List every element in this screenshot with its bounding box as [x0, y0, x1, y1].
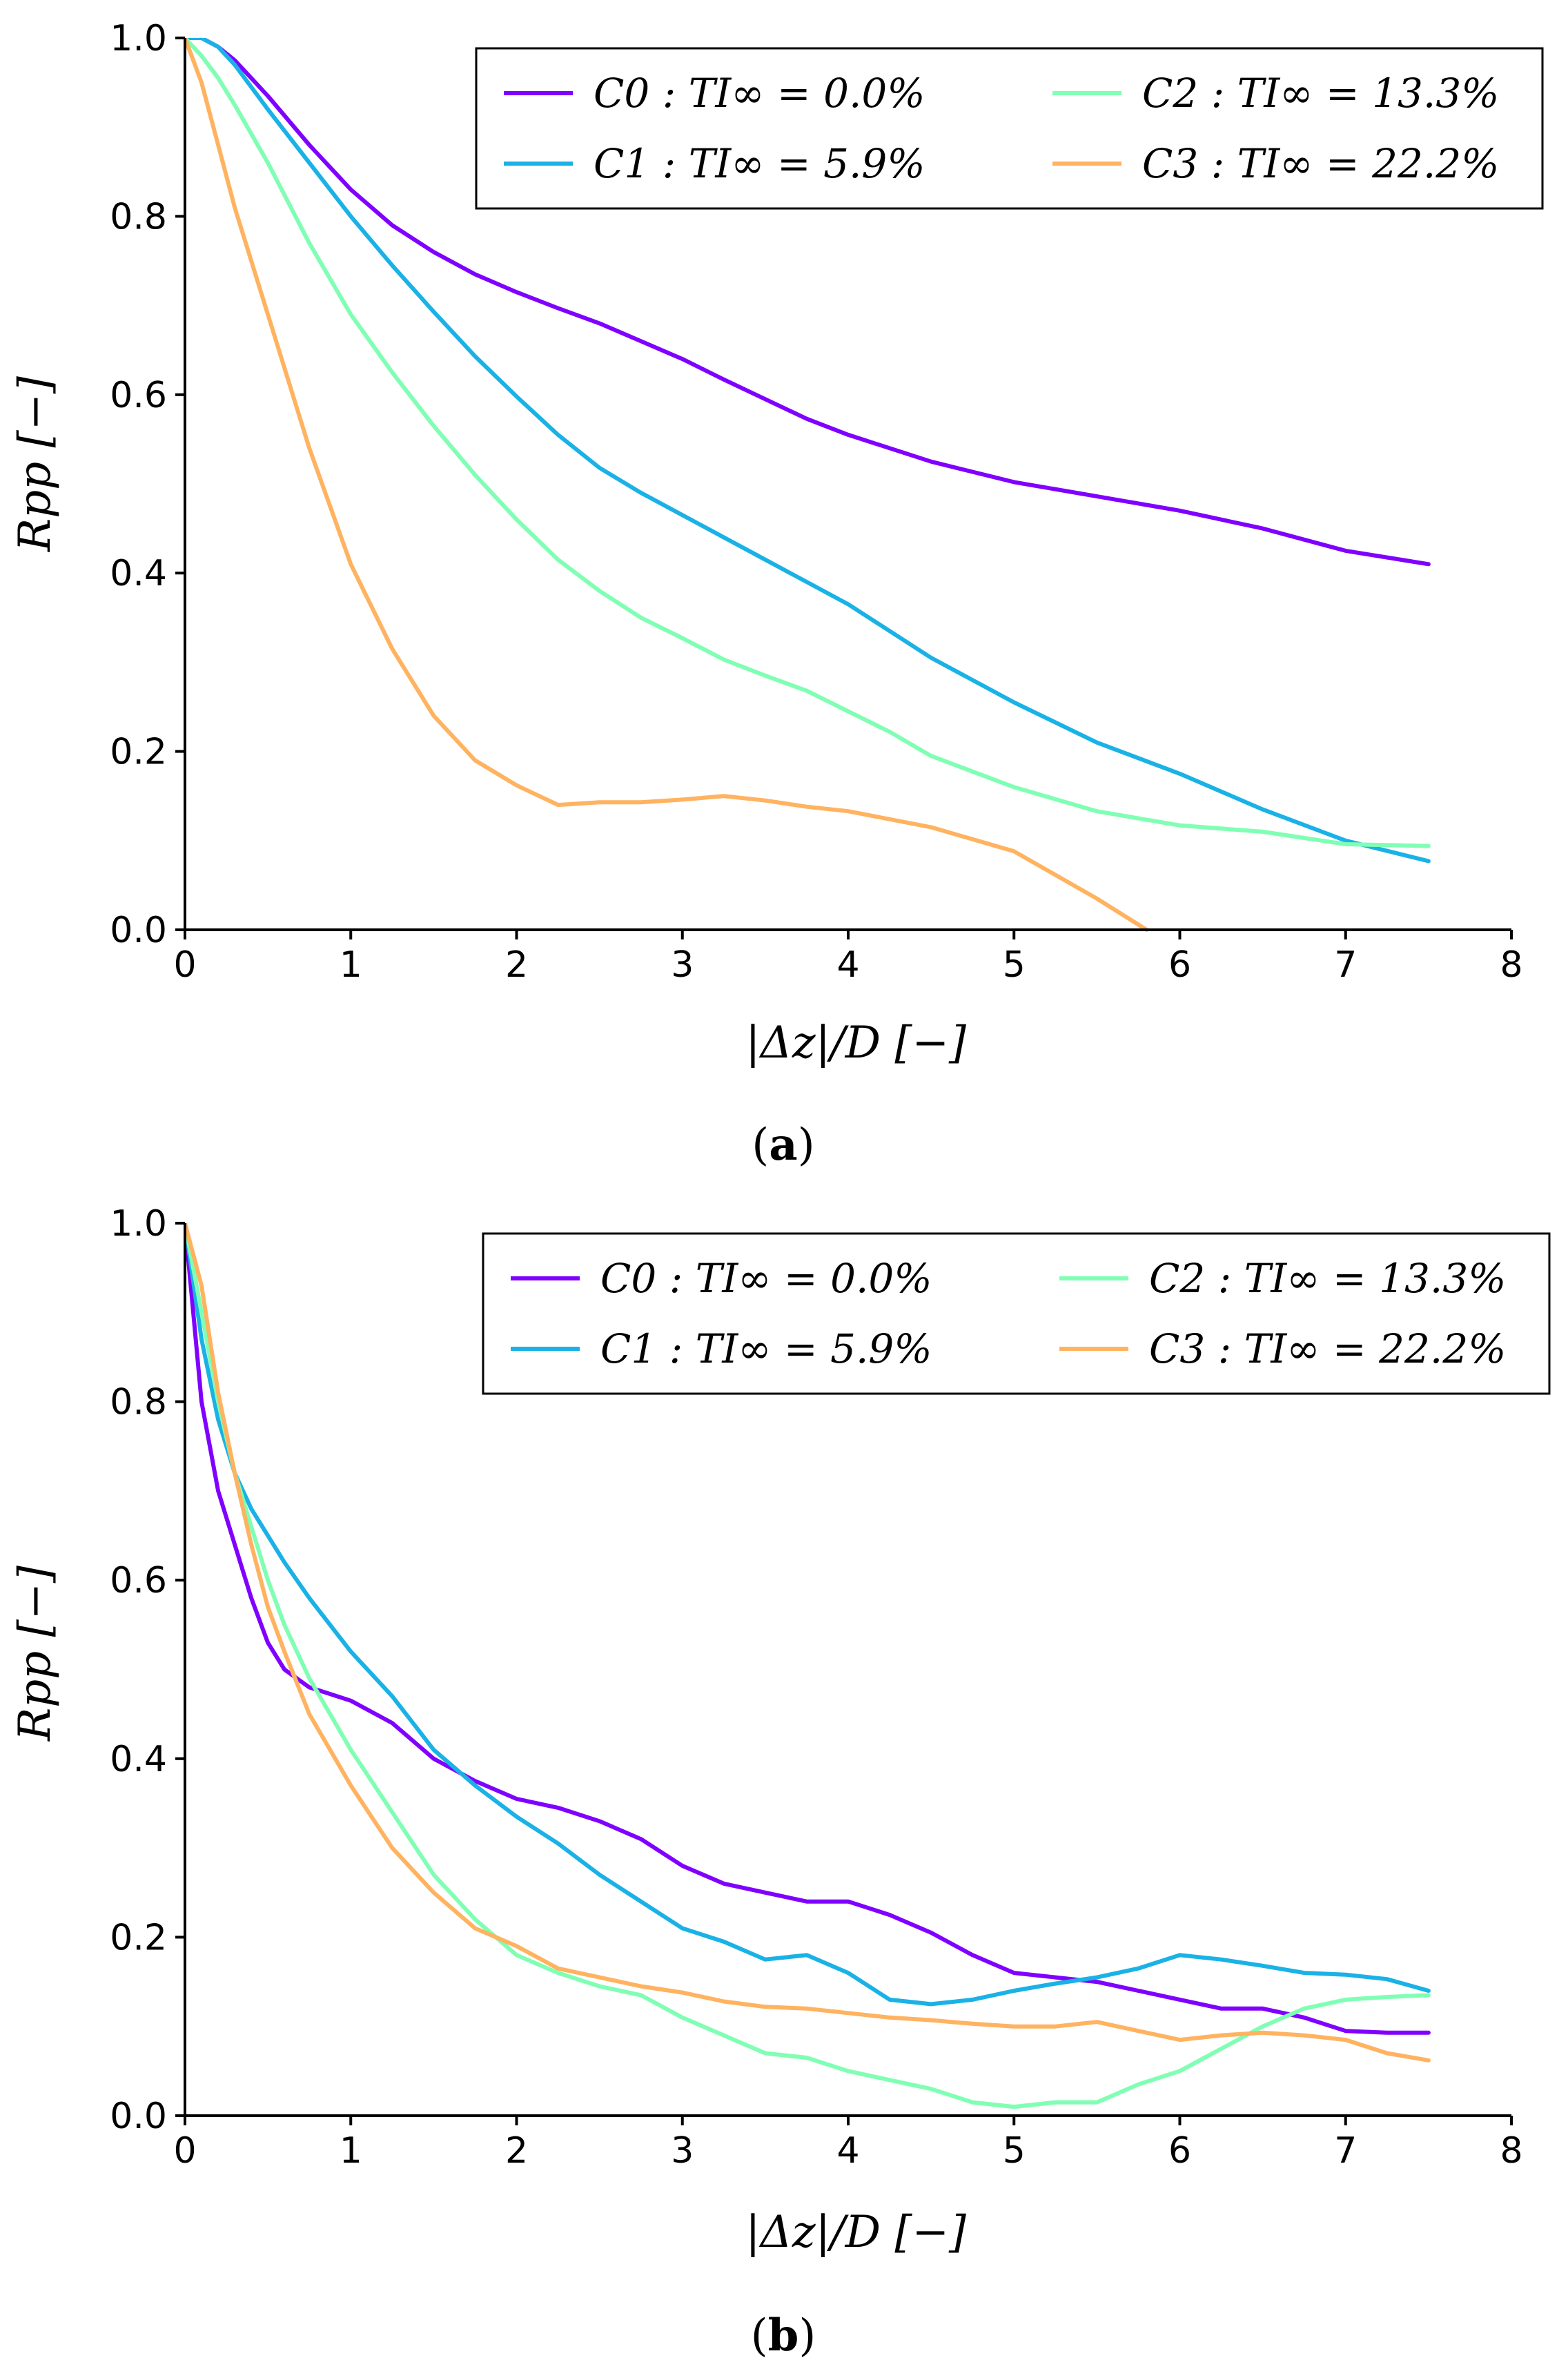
series-line-c3 — [185, 38, 1149, 932]
x-tick-label: 2 — [505, 2130, 528, 2172]
y-tick-label: 0.4 — [110, 553, 167, 594]
x-tick-label: 7 — [1334, 944, 1357, 986]
series-line-c0 — [185, 38, 1431, 567]
y-tick-label: 0.4 — [110, 1739, 167, 1780]
x-tick-label: 3 — [671, 2130, 694, 2172]
x-tick-label: 7 — [1334, 2130, 1357, 2172]
y-tick-label: 0.6 — [110, 375, 167, 416]
legend-label-c1: C1 : TI∞ = 5.9% — [600, 1325, 932, 1372]
x-tick-label: 5 — [1003, 2130, 1026, 2172]
x-tick-label: 1 — [340, 2130, 362, 2172]
legend-label-c2: C2 : TI∞ = 13.3% — [1149, 1255, 1506, 1302]
series-line-c2 — [185, 1223, 1431, 2109]
panel-a-caption: (a) — [752, 1119, 814, 1171]
panel-b-caption-letter: b — [768, 2310, 799, 2361]
y-tick-label: 0.6 — [110, 1560, 167, 1601]
y-tick-label: 0.0 — [110, 2096, 167, 2137]
legend-label-c0: C0 : TI∞ = 0.0% — [600, 1255, 932, 1302]
x-tick-label: 8 — [1500, 944, 1522, 986]
x-tick-label: 5 — [1003, 944, 1026, 986]
x-tick-label: 4 — [836, 944, 859, 986]
x-tick-label: 1 — [340, 944, 362, 986]
x-tick-label: 8 — [1500, 2130, 1522, 2172]
y-tick-label: 0.8 — [110, 196, 167, 237]
x-tick-label: 0 — [173, 2130, 196, 2172]
panel-b-plot-area: 0 1 2 3 4 5 6 7 8 0.0 0.2 0.4 0.6 0.8 1.0 C0 : TI∞ = 0.… — [110, 1203, 1551, 2172]
x-tick-label: 2 — [505, 944, 528, 986]
series-group — [185, 1223, 1431, 2109]
legend: C0 : TI∞ = 0.0% C1 : TI∞ = 5.9% C2 : TI∞ =… — [482, 1232, 1551, 1395]
panel-b-xlabel: |Δz|/D [−] — [745, 2207, 967, 2258]
series-line-c3 — [185, 1223, 1431, 2063]
panel-b-ylabel: Rpp [−] — [10, 1565, 61, 1742]
series-line-c1 — [185, 1223, 1431, 2007]
legend-frame — [475, 47, 1544, 210]
y-tick-label: 0.0 — [110, 910, 167, 951]
y-tick-label: 1.0 — [110, 1203, 167, 1245]
series-line-c1 — [185, 38, 1431, 864]
legend-label-c2: C2 : TI∞ = 13.3% — [1142, 70, 1499, 117]
legend-label-c1: C1 : TI∞ = 5.9% — [594, 140, 925, 187]
legend-frame — [482, 1232, 1551, 1395]
series-line-c0 — [185, 1223, 1431, 2035]
legend: C0 : TI∞ = 0.0% C1 : TI∞ = 5.9% C2 : TI∞ =… — [475, 47, 1544, 210]
legend-label-c3: C3 : TI∞ = 22.2% — [1142, 140, 1499, 187]
panel-a: 0 1 2 3 4 5 6 7 8 0.0 0.2 0.4 0.6 0.8 1.0 C0 : TI∞ = 0.… — [10, 18, 1544, 1171]
x-tick-label: 6 — [1168, 944, 1191, 986]
y-tick-label: 0.2 — [110, 1917, 167, 1958]
legend-label-c3: C3 : TI∞ = 22.2% — [1149, 1325, 1506, 1372]
panel-b-caption: (b) — [751, 2310, 816, 2361]
panel-a-ylabel: Rpp [−] — [10, 376, 61, 552]
x-tick-label: 6 — [1168, 2130, 1191, 2172]
x-tick-label: 4 — [836, 2130, 859, 2172]
panel-a-caption-letter: a — [769, 1119, 797, 1171]
series-group — [185, 38, 1431, 932]
y-tick-label: 1.0 — [110, 18, 167, 59]
y-tick-label: 0.2 — [110, 732, 167, 773]
panel-a-plot-area: 0 1 2 3 4 5 6 7 8 0.0 0.2 0.4 0.6 0.8 1.0 C0 : TI∞ = 0.… — [110, 18, 1544, 986]
series-line-c2 — [185, 38, 1431, 848]
panel-a-xlabel: |Δz|/D [−] — [745, 1017, 967, 1069]
y-tick-label: 0.8 — [110, 1382, 167, 1423]
x-tick-label: 3 — [671, 944, 694, 986]
legend-label-c0: C0 : TI∞ = 0.0% — [594, 70, 925, 117]
panel-b: 0 1 2 3 4 5 6 7 8 0.0 0.2 0.4 0.6 0.8 1.0 C0 : TI∞ = 0.… — [10, 1203, 1551, 2361]
x-tick-label: 0 — [173, 944, 196, 986]
